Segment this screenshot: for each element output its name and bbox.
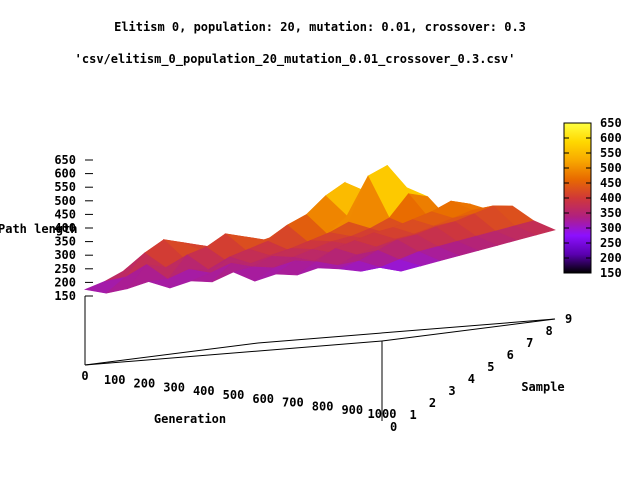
floor-back-edge [257,318,556,344]
surface-facet [360,266,402,272]
y-tick-label: 5 [487,360,494,374]
x-tick-label: 600 [252,392,274,406]
x-tick-label: 1000 [368,407,397,421]
x-tick-label: 200 [134,377,156,391]
y-tick-label: 2 [429,396,436,410]
y-tick-label: 0 [390,420,397,434]
z-tick-label: 450 [54,207,76,221]
colorbar-tick-label: 200 [600,251,622,265]
z-tick-label: 250 [54,262,76,276]
z-tick-label: 600 [54,167,76,181]
y-axis-line [381,318,556,342]
z-tick-label: 150 [54,289,76,303]
z-tick-label: 300 [54,248,76,262]
axes [84,296,556,421]
x-tick-label: 500 [223,388,245,402]
surface-mesh [83,164,556,294]
colorbar-tick-label: 250 [600,236,622,250]
colorbar-tick-label: 500 [600,161,622,175]
colorbar-tick-label: 450 [600,176,622,190]
x-axis-label: Generation [154,412,226,426]
series-label: 'csv/elitism_0_population_20_mutation_0.… [75,52,516,67]
z-tick-label: 200 [54,275,76,289]
y-tick-label: 4 [468,372,475,386]
colorbar-tick-label: 350 [600,206,622,220]
x-tick-label: 100 [104,373,126,387]
y-tick-label: 9 [565,312,572,326]
z-tick-label: 350 [54,235,76,249]
x-axis-line [84,340,383,366]
y-tick-label: 1 [409,408,416,422]
colorbar-tick-label: 650 [600,116,622,130]
y-tick-label: 3 [448,384,455,398]
colorbar-tick-label: 300 [600,221,622,235]
colorbar-tick-label: 400 [600,191,622,205]
y-tick-label: 6 [507,348,514,362]
x-tick-label: 800 [312,399,334,413]
x-tick-label: 700 [282,396,304,410]
z-tick-label: 550 [54,180,76,194]
y-tick-label: 8 [546,324,553,338]
x-tick-label: 300 [163,380,185,394]
x-axis-ticks: 0 100 200 300 400 500 600 700 800 900 1000 [81,369,396,421]
colorbar-tick-label: 550 [600,146,622,160]
chart-title: Elitism 0, population: 20, mutation: 0.0… [114,20,526,34]
z-tick-label: 500 [54,194,76,208]
y-tick-label: 7 [526,336,533,350]
x-tick-label: 900 [341,403,363,417]
floor-back-left-edge [84,342,259,366]
y-axis-label: Sample [521,380,564,394]
colorbar-tick-label: 600 [600,131,622,145]
x-tick-label: 400 [193,384,215,398]
z-tick-label: 400 [54,221,76,235]
z-axis-label: Path length [0,222,77,236]
z-tick-label: 650 [54,153,76,167]
x-tick-label: 0 [81,369,88,383]
colorbar-tick-label: 150 [600,266,622,280]
